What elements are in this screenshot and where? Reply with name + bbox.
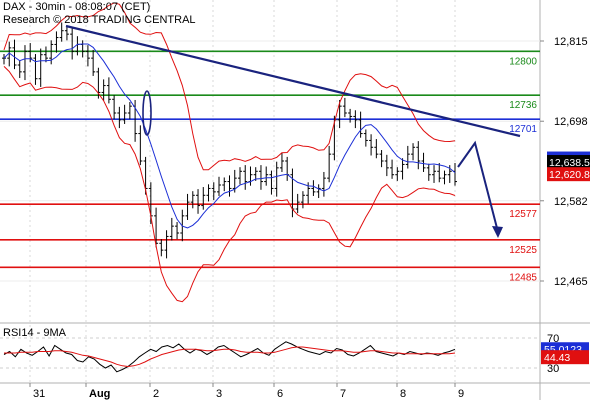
downtrend-line [65, 24, 521, 138]
time-tick-label: 7 [340, 388, 346, 400]
level-label-12525: 12525 [509, 245, 537, 256]
price-tag-label: 12,638.5 [549, 157, 590, 169]
rsi-tag-box [541, 350, 589, 365]
price-layer [2, 22, 457, 259]
level-label-12736: 12736 [509, 100, 537, 111]
price-tick-label: 12,698 [554, 116, 588, 128]
time-tick-label: 2 [153, 388, 159, 400]
price-tick-label: 12,465 [554, 276, 588, 288]
price-tag-label: 12,620.8 [549, 169, 590, 181]
level-label-12485: 12485 [509, 272, 537, 283]
price-tag-box [547, 167, 590, 182]
highlight-ellipse [142, 90, 152, 136]
level-label-12701: 12701 [509, 124, 537, 135]
rsi-layer: RSI14 - 9MA703055.012344.43 [0, 327, 589, 375]
level-label-12800: 12800 [509, 56, 537, 67]
forecast-arrow-path [457, 140, 499, 233]
rsi-series-9ma [4, 346, 456, 368]
overlay-layer [3, 2, 521, 303]
forecast-arrowhead [492, 226, 503, 238]
rsi-title: RSI14 - 9MA [3, 327, 67, 339]
time-tick-label: 3 [216, 388, 222, 400]
time-tick-label: 6 [277, 388, 283, 400]
time-tick-label: Aug [89, 388, 110, 400]
moving-average-line [3, 43, 456, 229]
price-tick-label: 12,582 [554, 196, 588, 208]
chart-title: DAX - 30min - 08:08:07 (CET) [3, 1, 151, 13]
copyright-text: Research © 2018 TRADING CENTRAL [3, 14, 196, 26]
axis-layer: 12,81512,69812,58212,46512,643.612,638.5… [29, 36, 590, 400]
upper-band-line [3, 2, 456, 171]
price-tick-label: 12,815 [554, 36, 588, 48]
rsi-tag-label: 44.43 [544, 352, 570, 364]
level-label-12577: 12577 [509, 209, 537, 220]
time-tick-label: 8 [400, 388, 406, 400]
rsi-tick-label: 30 [547, 363, 559, 375]
price-tag-box [547, 155, 590, 170]
lower-band-line [3, 66, 456, 303]
rsi-tick-label: 70 [547, 333, 559, 345]
time-tick-label: 9 [458, 388, 464, 400]
levels-layer: 12800 12736 12701 12577 12525 12485 [0, 50, 540, 283]
grid-layer [0, 0, 540, 383]
time-tick-label: 31 [33, 388, 45, 400]
